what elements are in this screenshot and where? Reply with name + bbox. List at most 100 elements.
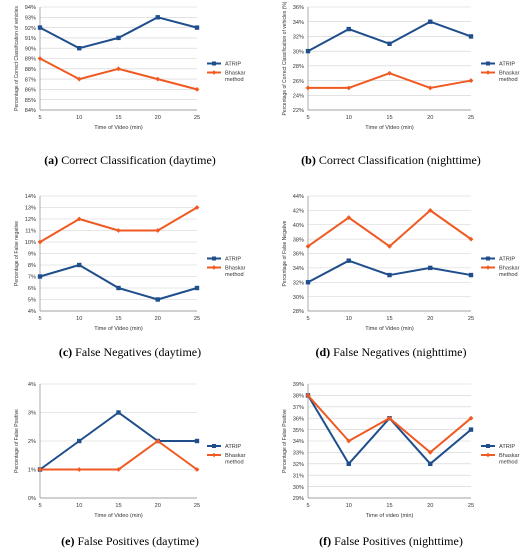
- chart-e-bhaskar-point: [76, 467, 82, 472]
- chart-d-ytick-label: 30%: [293, 295, 304, 301]
- chart-a-atrip-point: [155, 15, 160, 20]
- chart-a-xtick-label: 10: [76, 115, 82, 121]
- chart-b-legend-atrip-label: ATRIP: [499, 62, 515, 68]
- chart-b-bhaskar-point: [387, 70, 392, 76]
- chart-d-ytick-label: 42%: [293, 209, 304, 215]
- chart-e-ytick-label: 2%: [28, 439, 36, 445]
- chart-d-bhaskar-point: [468, 236, 474, 242]
- chart-d-atrip-point: [346, 258, 351, 263]
- chart-c-ytick-label: 6%: [28, 286, 36, 292]
- chart-c-bhaskar-point: [37, 239, 43, 245]
- chart-c-ytick-label: 9%: [28, 252, 36, 258]
- chart-c-ytick-label: 4%: [28, 309, 36, 315]
- chart-a-bhaskar-point: [116, 66, 121, 72]
- caption-e-text: False Positives (daytime): [77, 534, 199, 548]
- chart-a-atrip-point: [77, 46, 82, 51]
- chart-b-ytick-label: 24%: [293, 93, 304, 99]
- chart-b-y-axis-title: Percentage of Correct Classification of …: [282, 1, 288, 115]
- caption-b-letter: (b): [301, 153, 316, 167]
- chart-a-ytick-label: 90%: [25, 46, 36, 52]
- chart-d-ytick-label: 34%: [293, 266, 304, 272]
- chart-d-legend-bhaskar-label: Bhaskar method: [499, 266, 520, 279]
- chart-c-xtick-label: 10: [76, 316, 82, 322]
- chart-f-ytick-label: 32%: [293, 462, 304, 468]
- chart-c-ytick-label: 10%: [25, 240, 36, 246]
- chart-a-legend-bhaskar-label: Bhaskar method: [225, 71, 246, 84]
- chart-f-legend-label-part: method: [499, 460, 518, 466]
- chart-b-bhaskar-point: [468, 78, 474, 83]
- chart-e-series-bhaskar-line: [40, 440, 198, 471]
- chart-b-ytick-label: 30%: [293, 49, 304, 55]
- chart-d-y-axis-title: Percentage of False Negative: [282, 220, 288, 286]
- chart-c-ytick-label: 5%: [28, 298, 36, 304]
- chart-b-ytick-label: 26%: [293, 79, 304, 85]
- chart-c-xtick-label: 5: [38, 316, 41, 322]
- caption-f-letter: (f): [319, 534, 332, 548]
- chart-d-x-axis-title: Time of Video (min): [365, 326, 414, 332]
- chart-f-ytick-label: 35%: [293, 428, 304, 434]
- chart-f-atrip-point: [428, 461, 433, 466]
- chart-e-xtick-label: 20: [155, 503, 161, 509]
- chart-a-ytick-label: 87%: [25, 77, 36, 83]
- chart-a-atrip-point: [37, 25, 43, 30]
- chart-b-bhaskar-point: [346, 85, 352, 91]
- chart-a-atrip-point: [116, 35, 121, 41]
- caption-f: (f) False Positives (nighttime): [261, 534, 521, 549]
- chart-c-ytick-label: 11%: [25, 229, 36, 235]
- chart-d-bhaskar-point: [346, 215, 352, 220]
- chart-e-bhaskar-point: [37, 467, 43, 472]
- caption-b-text: Correct Classification (nighttime): [318, 153, 481, 167]
- chart-d-atrip-point: [387, 272, 392, 278]
- chart-f-ytick-label: 38%: [293, 394, 304, 400]
- chart-c-atrip-point: [155, 297, 160, 302]
- chart-e-legend-bhaskar-label: Bhaskar method: [225, 453, 246, 466]
- caption-c: (c) False Negatives (daytime): [0, 345, 260, 360]
- chart-e-bhaskar-point: [116, 467, 121, 472]
- chart-e-legend-label-part: ATRIP: [225, 444, 241, 450]
- chart-a-ytick-label: 84%: [25, 108, 36, 114]
- chart-f-y-axis-title: Percentage of False Positive: [282, 409, 288, 473]
- chart-d-legend-label-part: method: [499, 272, 518, 278]
- chart-d-bhaskar-point: [387, 243, 392, 249]
- chart-a-xtick-label: 25: [194, 115, 200, 121]
- chart-c-atrip-point: [194, 285, 200, 291]
- chart-b-legend-bhaskar-label: Bhaskar method: [499, 71, 520, 84]
- chart-e-xtick-label: 15: [115, 503, 121, 509]
- caption-d: (d) False Negatives (nighttime): [261, 345, 521, 360]
- chart-b-ytick-label: 28%: [293, 64, 304, 70]
- chart-f-ytick-label: 31%: [293, 473, 304, 479]
- chart-a-xtick-label: 20: [155, 115, 161, 121]
- chart-c-xtick-label: 25: [194, 316, 200, 322]
- chart-a-ytick-label: 89%: [25, 57, 36, 63]
- chart-e-legend-atrip-marker: [212, 444, 216, 448]
- chart-f-legend-bhaskar-marker: [485, 452, 491, 458]
- chart-d-bhaskar-point: [427, 207, 433, 213]
- chart-b-legend-atrip-marker: [486, 61, 490, 66]
- chart-a-xtick-label: 5: [38, 115, 41, 121]
- chart-b-legend-label-part: Bhaskar: [499, 71, 520, 77]
- chart-d-series-atrip-line: [307, 259, 472, 284]
- chart-a-bhaskar-point: [76, 76, 82, 82]
- chart-f-bhaskar-point: [468, 415, 474, 421]
- chart-d-xtick-label: 25: [468, 316, 474, 322]
- chart-a-legend-label-part: method: [225, 77, 244, 83]
- chart-c-atrip-point: [116, 285, 121, 291]
- chart-f-xtick-label: 20: [427, 503, 433, 509]
- chart-f-bhaskar-point: [346, 438, 352, 444]
- chart-e-xtick-label: 25: [194, 503, 200, 509]
- chart-d-xtick-label: 5: [306, 316, 309, 322]
- chart-c-ytick-label: 8%: [28, 263, 36, 269]
- chart-d-legend-atrip-label: ATRIP: [499, 257, 515, 263]
- chart-e-xtick-label: 10: [76, 503, 82, 509]
- chart-a-legend-bhaskar-marker: [211, 70, 217, 75]
- chart-e-x-axis-title: Time of Video (min): [94, 513, 143, 519]
- chart-e-bhaskar-point: [155, 438, 161, 444]
- caption-e-letter: (e): [61, 534, 75, 548]
- caption-d-text: False Negatives (nighttime): [333, 345, 467, 359]
- chart-b-atrip-point: [428, 19, 433, 24]
- chart-b-ytick-label: 32%: [293, 35, 304, 41]
- chart-f-bhaskar-point: [427, 450, 433, 455]
- chart-f-atrip-point: [468, 427, 474, 432]
- chart-a-atrip-point: [194, 25, 200, 30]
